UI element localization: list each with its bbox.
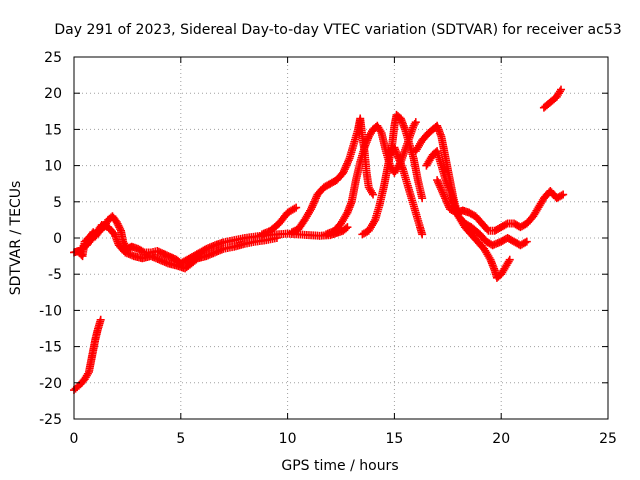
data-point (309, 199, 318, 208)
data-point (307, 203, 316, 212)
data-point (292, 203, 301, 212)
data-point (339, 167, 348, 176)
chart-title: Day 291 of 2023, Sidereal Day-to-day VTE… (54, 22, 621, 38)
data-point (410, 119, 419, 128)
data-point (114, 221, 123, 230)
series-arc-5 (386, 143, 427, 239)
data-point (502, 220, 511, 229)
data-point (310, 197, 319, 206)
data-point (341, 163, 350, 172)
series-main-track (70, 212, 352, 268)
data-point (437, 186, 446, 195)
series-late-top (539, 85, 566, 112)
y-tick-label: 5 (53, 195, 62, 211)
data-point (555, 87, 564, 96)
data-point (96, 315, 105, 324)
grid (74, 57, 608, 419)
data-point (343, 223, 352, 232)
series-late-track (433, 176, 568, 235)
y-tick-label: -20 (39, 376, 62, 392)
data-point (437, 185, 446, 194)
data-point (505, 255, 514, 264)
data-points (70, 85, 568, 395)
y-tick-label: -25 (39, 412, 62, 428)
data-point (411, 118, 420, 127)
data-point (343, 157, 352, 166)
x-tick-label: 0 (70, 431, 79, 447)
y-tick-label: -10 (39, 303, 62, 319)
data-point (112, 218, 121, 227)
axes: 0 5 10 15 20 25 -25 -20 -15 -10 -5 0 5 10 15 20 25 (39, 50, 617, 447)
data-point (434, 179, 443, 188)
data-point (308, 201, 317, 210)
data-point (311, 194, 320, 203)
data-point (441, 195, 450, 204)
data-point (418, 230, 427, 239)
data-point (370, 217, 379, 226)
data-point (376, 127, 385, 136)
series-arc-1 (257, 203, 301, 239)
data-point (344, 156, 353, 165)
data-point (440, 192, 449, 201)
x-tick-label: 25 (599, 431, 617, 447)
data-point (339, 168, 348, 177)
data-point (307, 205, 316, 214)
y-tick-label: 15 (44, 122, 62, 138)
data-point (115, 223, 124, 232)
data-point (83, 369, 92, 378)
data-point (418, 194, 427, 203)
x-tick-label: 15 (385, 431, 403, 447)
y-tick-label: -5 (48, 267, 62, 283)
data-point (113, 219, 122, 228)
data-point (433, 177, 442, 186)
data-point (342, 161, 351, 170)
series-early-secondary (76, 220, 281, 273)
data-point (443, 199, 452, 208)
y-tick-label: -15 (39, 340, 62, 356)
series-early-negative (70, 315, 105, 395)
data-point (116, 225, 125, 234)
x-tick-label: 20 (492, 431, 510, 447)
data-point (521, 238, 530, 247)
data-point (138, 247, 147, 256)
y-tick-label: 10 (44, 159, 62, 175)
x-tick-label: 10 (279, 431, 297, 447)
x-axis-label: GPS time / hours (281, 458, 398, 474)
y-tick-label: 25 (44, 50, 62, 66)
data-point (438, 188, 447, 197)
data-point (343, 159, 352, 168)
data-point (367, 188, 376, 197)
data-point (342, 210, 351, 219)
data-point (557, 85, 566, 94)
data-point (504, 257, 513, 266)
y-tick-label: 20 (44, 86, 62, 102)
data-point (441, 194, 450, 203)
data-point (557, 191, 566, 200)
data-point (369, 190, 378, 199)
data-point (439, 190, 448, 199)
data-point (272, 234, 281, 242)
data-point (435, 181, 444, 190)
y-axis-label: SDTVAR / TECUs (8, 181, 24, 296)
x-tick-label: 5 (176, 431, 185, 447)
data-point (433, 176, 442, 185)
y-tick-label: 0 (53, 231, 62, 247)
data-point (559, 190, 568, 199)
data-point (485, 253, 494, 262)
data-point (442, 197, 451, 206)
data-point (290, 204, 299, 213)
data-point (522, 237, 531, 246)
data-point (341, 224, 350, 233)
series-arc-7 (422, 147, 531, 250)
data-point (444, 201, 453, 210)
data-point (340, 165, 349, 174)
data-point (436, 183, 445, 192)
series-arc-2 (287, 114, 378, 237)
data-point (311, 195, 320, 204)
